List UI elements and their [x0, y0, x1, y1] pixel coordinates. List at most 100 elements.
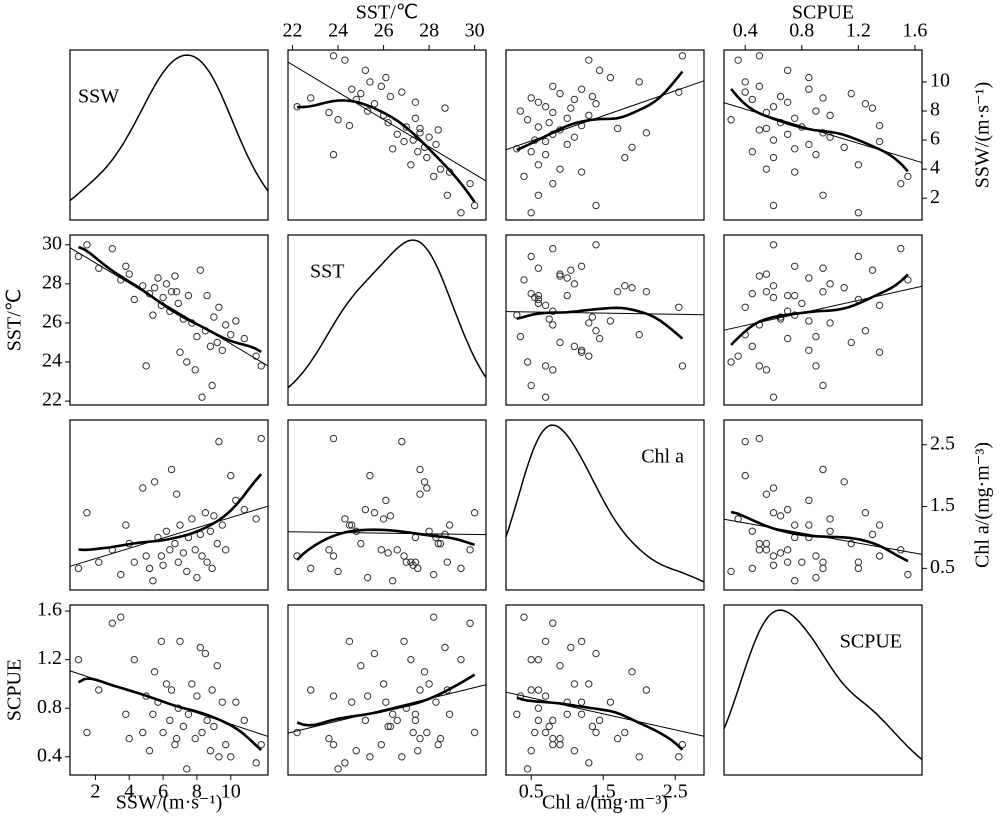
point	[382, 73, 390, 82]
point	[159, 293, 167, 302]
point	[198, 393, 206, 401]
point	[748, 527, 756, 535]
point	[130, 655, 139, 664]
point	[791, 168, 799, 176]
point	[854, 161, 863, 169]
point	[527, 94, 535, 102]
point	[534, 161, 543, 169]
point	[436, 165, 445, 173]
point	[621, 282, 629, 290]
point	[741, 78, 749, 86]
point	[556, 338, 564, 347]
point	[783, 546, 792, 554]
panel-frame	[723, 49, 923, 221]
point	[755, 272, 764, 280]
point	[769, 153, 778, 162]
point	[755, 126, 764, 134]
point	[363, 692, 372, 700]
point	[628, 668, 636, 676]
linear-fit	[69, 247, 269, 367]
point	[191, 366, 199, 374]
point	[325, 108, 333, 117]
point	[762, 490, 771, 498]
point	[556, 740, 564, 749]
point	[130, 558, 139, 566]
point	[875, 552, 884, 560]
point	[861, 327, 870, 335]
point	[812, 552, 820, 560]
y-tick-label: 1.2	[37, 647, 62, 669]
point	[567, 266, 575, 274]
point	[425, 680, 433, 688]
point	[527, 747, 535, 755]
point	[416, 129, 424, 137]
point	[208, 381, 216, 390]
point	[805, 85, 813, 93]
panel-frame	[505, 234, 705, 406]
point	[606, 698, 615, 706]
point	[157, 552, 166, 560]
point	[642, 686, 651, 694]
point	[549, 734, 557, 743]
x-tick-label: 30	[465, 20, 485, 42]
density-curve	[69, 54, 269, 202]
point	[563, 710, 571, 718]
point	[534, 295, 543, 304]
diagonal-label: SST	[310, 261, 344, 283]
point	[386, 512, 395, 520]
point	[642, 287, 651, 296]
point	[122, 262, 130, 270]
y-tick-label: 22	[42, 389, 62, 411]
point	[409, 136, 417, 144]
point	[585, 680, 593, 688]
point	[541, 637, 550, 646]
panel-frame	[69, 604, 269, 776]
point	[357, 662, 365, 670]
point	[805, 317, 813, 325]
point	[423, 728, 431, 737]
point	[345, 121, 354, 130]
point	[534, 716, 543, 725]
point	[240, 716, 249, 725]
smooth-fit	[516, 70, 684, 152]
point	[215, 437, 223, 446]
point	[613, 734, 622, 743]
point	[613, 124, 622, 133]
point	[675, 753, 683, 761]
point	[117, 570, 125, 579]
smooth-fit	[296, 528, 475, 561]
point	[755, 52, 764, 60]
point	[592, 201, 600, 210]
point	[400, 637, 408, 646]
point	[762, 546, 771, 554]
point	[741, 303, 749, 311]
point	[545, 722, 553, 731]
point	[434, 539, 442, 548]
linear-fit	[287, 61, 487, 182]
point	[904, 276, 912, 284]
panel-frame	[287, 604, 487, 776]
point	[457, 655, 465, 664]
point	[196, 643, 205, 652]
point	[184, 291, 193, 300]
smooth-fit	[730, 88, 909, 173]
point	[240, 334, 249, 343]
point	[191, 734, 199, 743]
point	[854, 558, 863, 566]
point	[377, 82, 386, 91]
point	[384, 549, 392, 557]
point	[868, 530, 877, 539]
point	[527, 686, 535, 694]
point	[203, 716, 211, 725]
point	[162, 680, 171, 688]
point	[377, 546, 386, 554]
point	[167, 686, 176, 694]
point	[363, 107, 372, 115]
point	[635, 330, 643, 339]
point	[252, 515, 260, 523]
point	[221, 321, 230, 329]
point	[868, 266, 877, 274]
point	[348, 698, 356, 706]
point	[198, 552, 206, 560]
point	[585, 759, 593, 767]
